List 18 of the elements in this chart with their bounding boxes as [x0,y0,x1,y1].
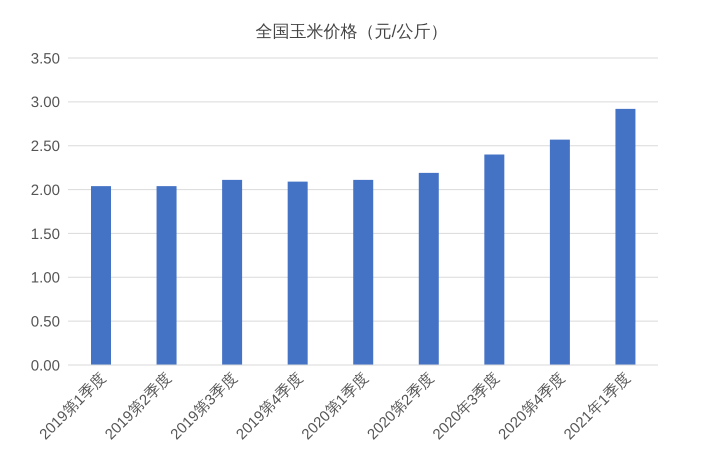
bar [288,182,308,365]
bar [156,186,177,365]
bar [91,186,111,365]
bar [353,180,374,365]
bar [222,180,242,365]
chart-title: 全国玉米价格（元/公斤） [254,21,448,43]
y-tick-label: 0.00 [30,357,60,374]
y-tick-label: 3.00 [30,94,60,112]
y-tick-label: 2.50 [30,138,60,156]
bar [550,140,570,365]
bar [418,172,439,365]
y-tick-label: 1.00 [30,270,60,287]
y-tick-label: 3.50 [30,50,60,68]
bar [484,154,504,365]
y-tick-label: 0.50 [30,313,60,330]
bar [615,108,636,365]
y-tick-label: 1.50 [30,226,60,243]
y-tick-label: 2.00 [30,182,60,199]
